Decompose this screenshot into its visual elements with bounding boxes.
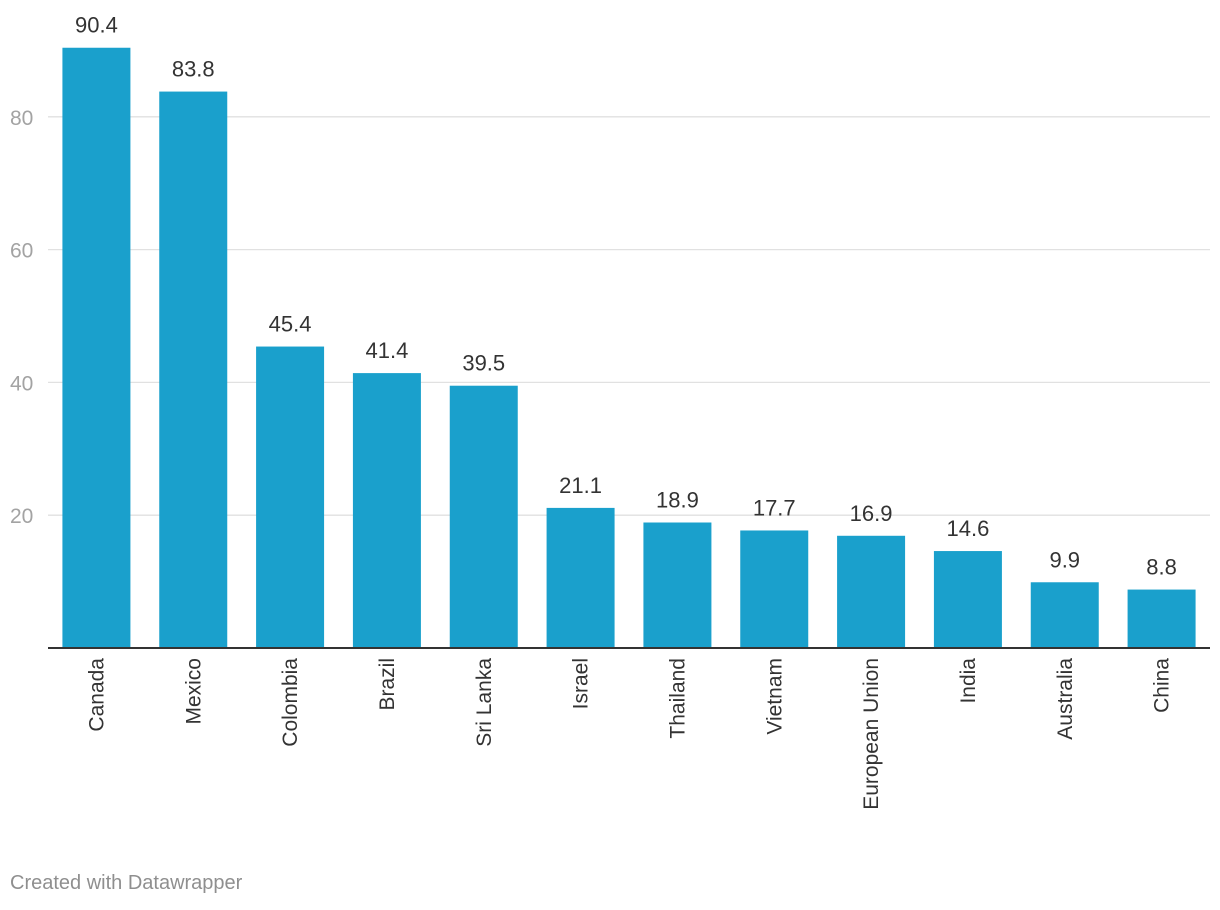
bar (933, 551, 1002, 648)
data-label: 90.4 (75, 13, 118, 38)
x-axis: Canada Mexico Colombia Brazil Sri Lanka Israe… (48, 647, 1210, 810)
y-tick-label: 40 (10, 372, 33, 395)
bar-chart: 20 40 60 80 90.4 83.8 45.4 41.4 39.5 21.1 18.9 17.… (10, 13, 1210, 810)
bar (1030, 582, 1099, 648)
data-labels: 90.4 83.8 45.4 41.4 39.5 21.1 18.9 17.7 16.9 14.6… (75, 13, 1177, 580)
x-tick-label: Mexico (182, 658, 205, 725)
bars (62, 47, 1196, 649)
x-tick-label: India (957, 658, 980, 704)
bar (352, 373, 421, 648)
bar (740, 530, 809, 648)
data-label: 9.9 (1049, 547, 1080, 572)
x-tick-label: Israel (570, 658, 593, 709)
bar (837, 535, 906, 648)
x-tick-label: Colombia (279, 658, 302, 747)
bar (62, 47, 131, 648)
x-tick-label: Australia (1054, 658, 1077, 740)
data-label: 16.9 (850, 501, 893, 526)
x-tick-label: Sri Lanka (473, 658, 496, 747)
data-label: 18.9 (656, 488, 699, 513)
x-tick-label: Vietnam (763, 658, 786, 735)
bar (449, 385, 518, 648)
data-label: 39.5 (462, 351, 505, 376)
bar (643, 522, 712, 648)
bar (256, 346, 325, 648)
bar (546, 507, 615, 648)
y-tick-label: 80 (10, 107, 33, 130)
y-tick-label: 20 (10, 505, 33, 528)
data-label: 83.8 (172, 57, 215, 82)
x-tick-label: Thailand (666, 658, 689, 739)
y-tick-label: 60 (10, 240, 33, 263)
data-label: 45.4 (269, 312, 312, 337)
data-label: 41.4 (366, 338, 409, 363)
bar (1127, 589, 1196, 648)
x-tick-label: European Union (860, 658, 883, 810)
data-label: 21.1 (559, 473, 602, 498)
footer-credit: Created with Datawrapper (10, 872, 243, 894)
gridlines: 20 40 60 80 (10, 107, 1210, 528)
data-label: 17.7 (753, 495, 796, 520)
data-label: 8.8 (1146, 555, 1177, 580)
data-label: 14.6 (947, 516, 990, 541)
x-tick-label: Brazil (376, 658, 399, 711)
x-tick-label: China (1151, 658, 1174, 713)
bar (159, 91, 228, 649)
x-tick-label: Canada (85, 658, 108, 732)
